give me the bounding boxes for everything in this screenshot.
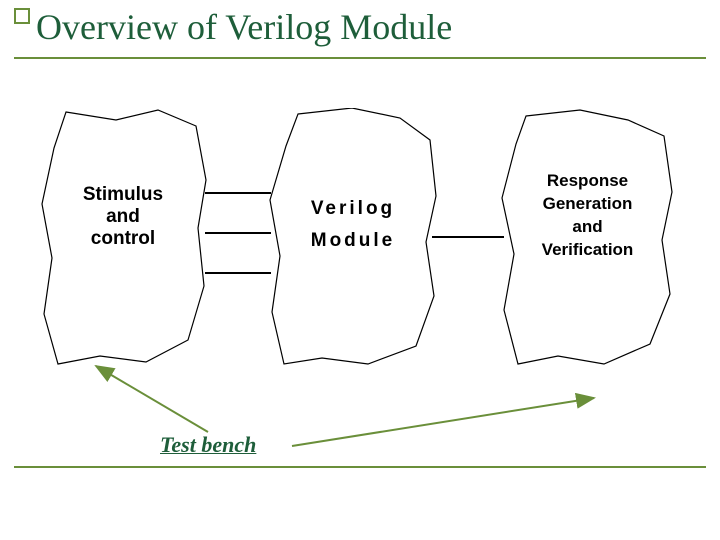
arrow-to-response	[0, 0, 720, 540]
slide: { "title": { "text": "Overview of Verilo…	[0, 0, 720, 540]
bottom-rule	[14, 466, 706, 468]
